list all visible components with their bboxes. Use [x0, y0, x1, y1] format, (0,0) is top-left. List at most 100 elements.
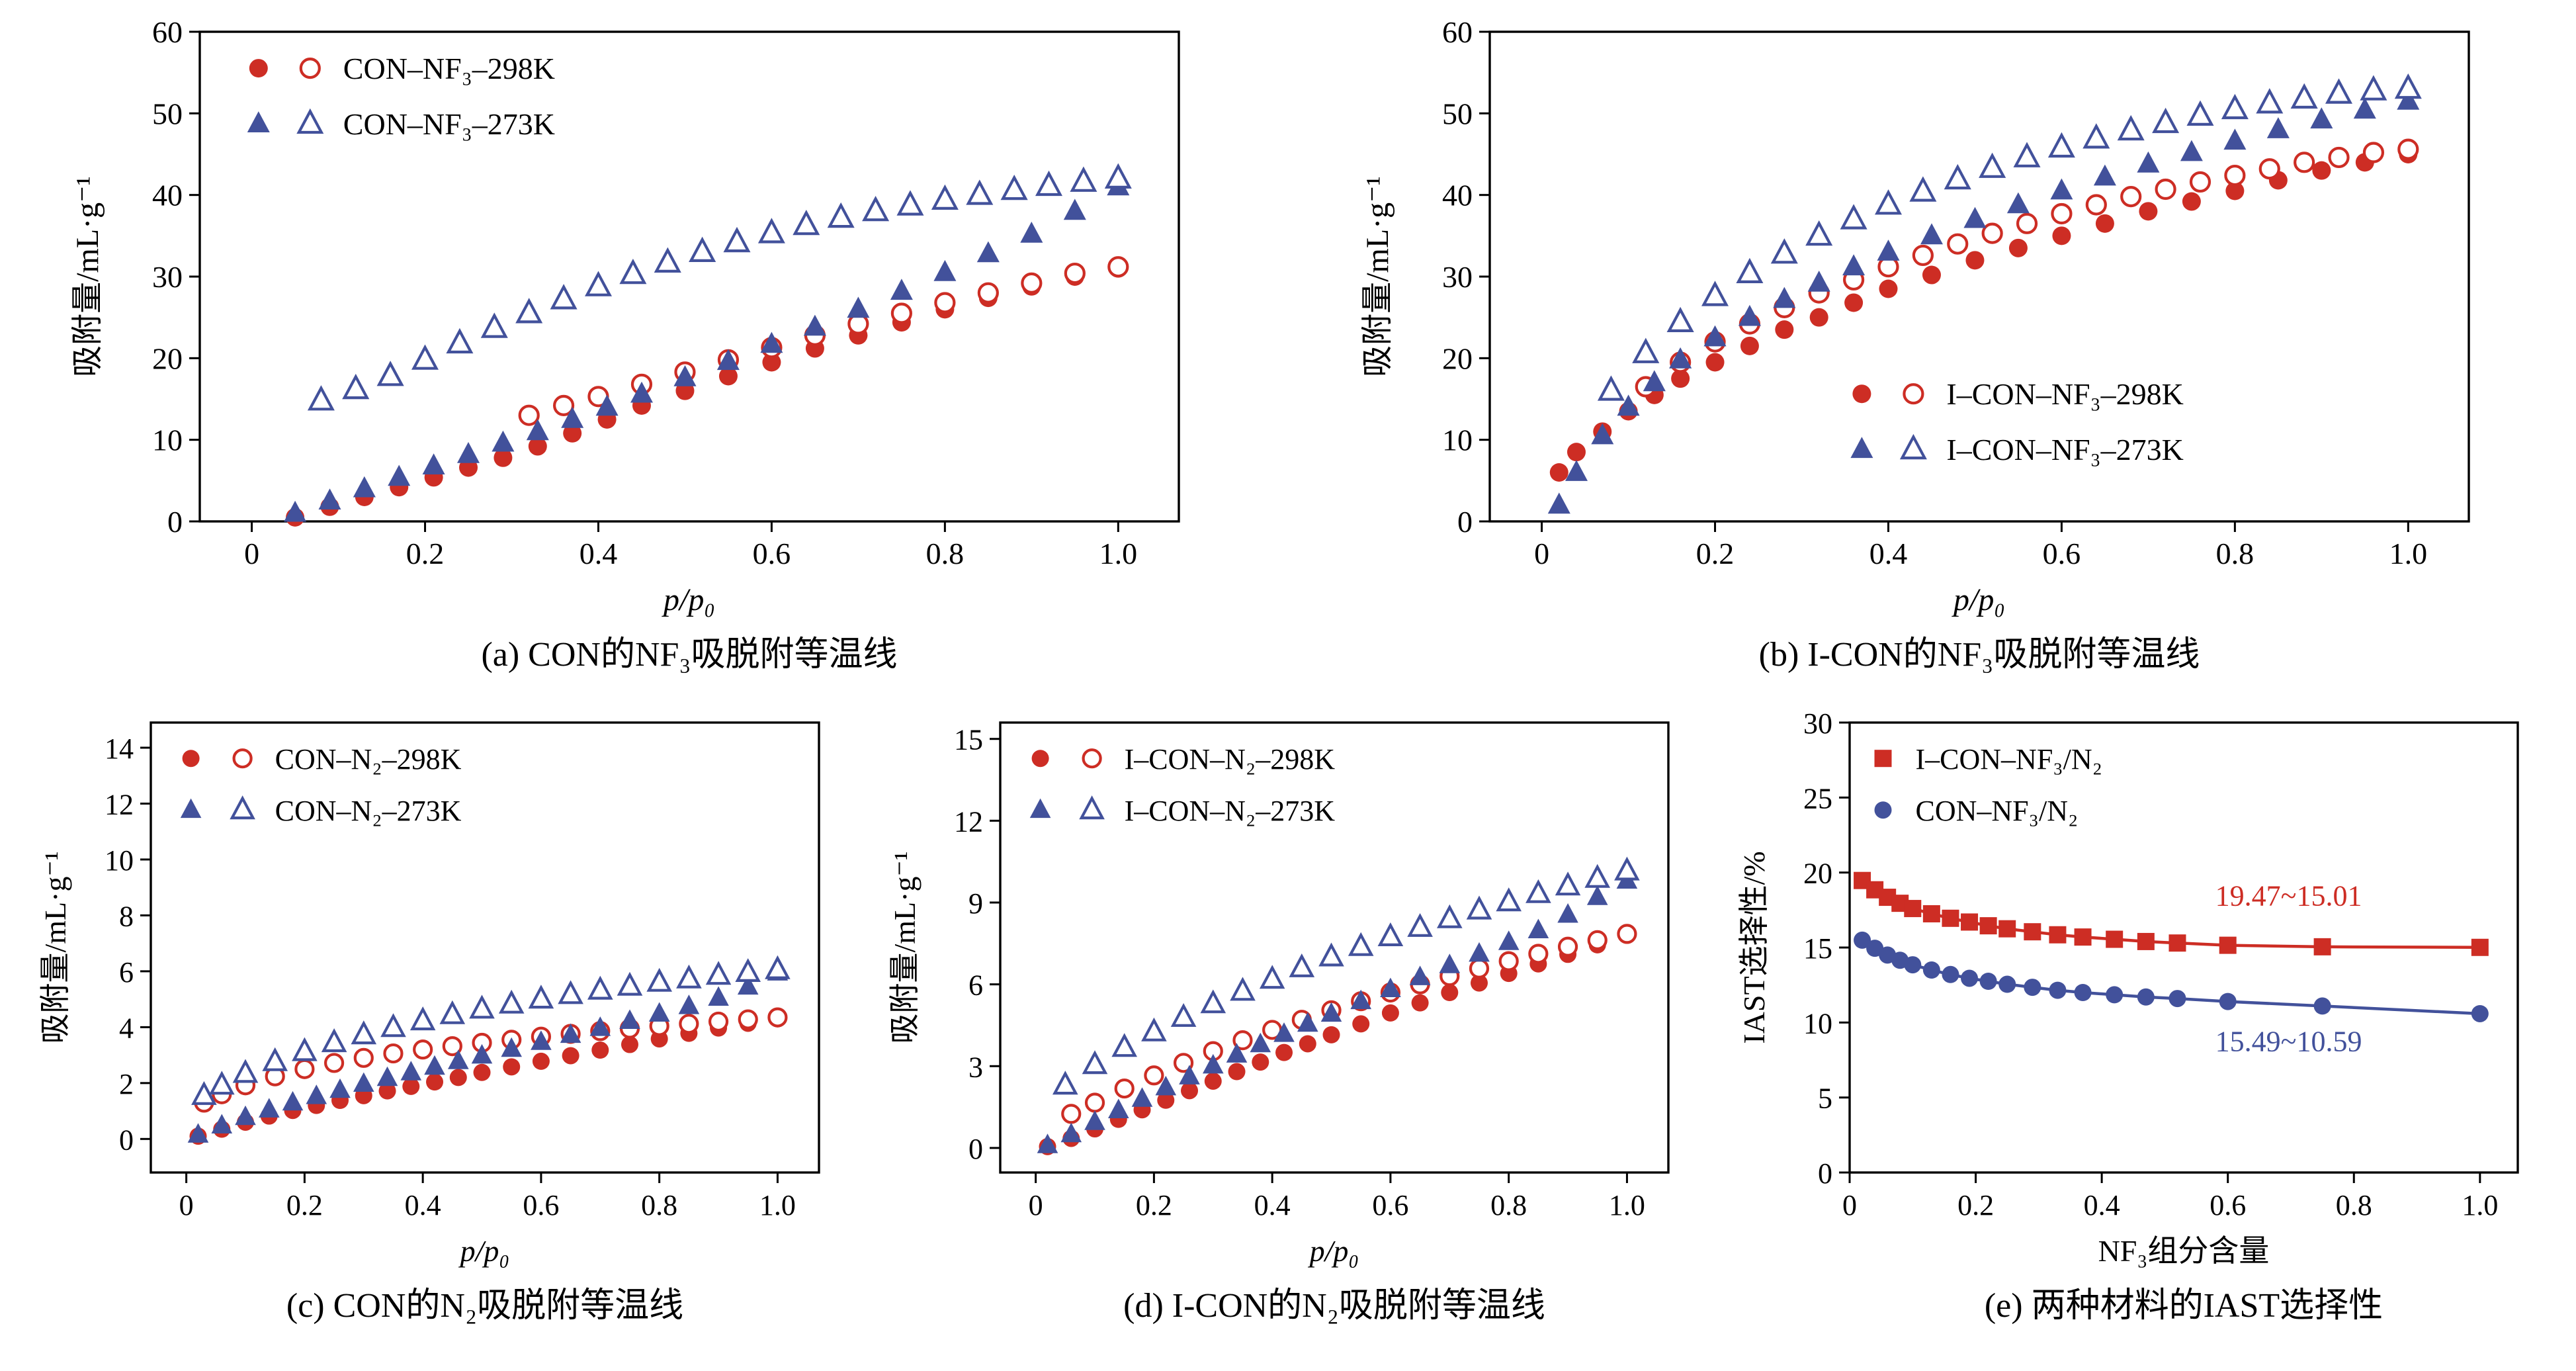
svg-text:0: 0 — [244, 537, 259, 570]
svg-text:CON–N₂–273K: CON–N₂–273K — [275, 795, 462, 827]
chart-c-canvas: 0 0.2 0.4 0.6 0.8 1.0 0 2 4 6 8 10 12 14 p/p₀ 吸附量/mL·g⁻… — [28, 703, 849, 1285]
svg-text:1.0: 1.0 — [759, 1189, 796, 1221]
svg-text:60: 60 — [1442, 15, 1473, 49]
svg-text:9: 9 — [968, 887, 983, 920]
chart-panel-c: 0 0.2 0.4 0.6 0.8 1.0 0 2 4 6 8 10 12 14 p/p₀ 吸附量/mL·g⁻… — [28, 703, 849, 1326]
x-axis-label-b: p/p₀ — [1952, 582, 2005, 617]
svg-text:2: 2 — [119, 1068, 134, 1100]
y-axis-label-e: IAST选择性/% — [1737, 851, 1771, 1043]
svg-text:I–CON–N₂–298K: I–CON–N₂–298K — [1125, 743, 1336, 775]
series-CON-NF3-273K-desorption — [307, 163, 1132, 411]
series-CON-N2-273K-adsorption — [187, 961, 789, 1143]
svg-text:0.2: 0.2 — [1696, 537, 1735, 570]
svg-text:0: 0 — [1457, 505, 1473, 539]
series-CON-N2-298K-desorption — [194, 1007, 788, 1113]
chart-e-canvas: 0 0.2 0.4 0.6 0.8 1.0 0 5 10 15 20 25 30 NF₃组分含量 IAST选… — [1727, 703, 2548, 1285]
y-axis-label-c: 吸附量/mL·g⁻¹ — [38, 851, 72, 1043]
svg-text:0.2: 0.2 — [1136, 1189, 1172, 1221]
svg-text:25: 25 — [1803, 782, 1832, 815]
chart-panel-b: 0 0.2 0.4 0.6 0.8 1.0 0 10 20 30 40 50 60 p/p₀ 吸附量/mL·… — [1351, 12, 2515, 675]
svg-text:50: 50 — [152, 97, 183, 130]
svg-text:0.6: 0.6 — [1372, 1189, 1408, 1221]
svg-text:10: 10 — [1803, 1007, 1832, 1039]
svg-text:0.8: 0.8 — [2336, 1189, 2372, 1221]
svg-text:60: 60 — [152, 15, 183, 49]
svg-text:I–CON–NF₃/N₂: I–CON–NF₃/N₂ — [1916, 743, 2102, 775]
svg-text:0.6: 0.6 — [2043, 537, 2081, 570]
y-axis-label-b: 吸附量/mL·g⁻¹ — [1360, 176, 1395, 377]
series-CON-N2-273K-desorption — [191, 955, 791, 1105]
axes-e: 0 0.2 0.4 0.6 0.8 1.0 0 5 10 15 20 25 30 — [1803, 707, 2519, 1221]
svg-text:0: 0 — [1534, 537, 1549, 570]
svg-text:6: 6 — [968, 969, 983, 1002]
svg-text:0.2: 0.2 — [286, 1189, 323, 1221]
chart-panel-d: 0 0.2 0.4 0.6 0.8 1.0 0 3 6 9 12 15 p/p₀ 吸附量/mL·g⁻¹ I–… — [878, 703, 1698, 1326]
y-axis-label-a: 吸附量/mL·g⁻¹ — [70, 176, 105, 377]
chart-panel-e: 0 0.2 0.4 0.6 0.8 1.0 0 5 10 15 20 25 30 NF₃组分含量 IAST选… — [1727, 703, 2548, 1326]
axes-c: 0 0.2 0.4 0.6 0.8 1.0 0 2 4 6 8 10 12 14 — [105, 721, 820, 1221]
chart-b-caption: (b) I-CON的NF₃吸脱附等温线 — [1758, 636, 2200, 674]
chart-b-canvas: 0 0.2 0.4 0.6 0.8 1.0 0 10 20 30 40 50 60 p/p₀ 吸附量/mL·… — [1351, 12, 2515, 634]
svg-text:0.2: 0.2 — [1957, 1189, 1994, 1221]
series-I-CON-NF3/N2-selectivity — [1854, 871, 2489, 956]
series-CON-NF3-298K-adsorption — [286, 259, 1128, 527]
svg-text:I–CON–NF₃–273K: I–CON–NF₃–273K — [1946, 433, 2184, 466]
svg-text:50: 50 — [1442, 97, 1473, 130]
svg-text:0.2: 0.2 — [406, 537, 445, 570]
svg-text:14: 14 — [105, 732, 134, 765]
series-I-CON-N2-273K-adsorption — [1037, 869, 1638, 1153]
series-CON-NF3/N2-selectivity — [1854, 931, 2489, 1022]
svg-text:30: 30 — [1803, 707, 1832, 740]
svg-text:0.6: 0.6 — [523, 1189, 559, 1221]
svg-text:0.4: 0.4 — [580, 537, 618, 570]
series-CON-NF3-298K-desorption — [518, 256, 1129, 426]
chart-d-caption: (d) I-CON的N₂吸脱附等温线 — [1123, 1287, 1545, 1325]
x-axis-label-e: NF₃组分含量 — [2098, 1234, 2270, 1268]
chart-e-caption: (e) 两种材料的IAST选择性 — [1984, 1287, 2383, 1325]
svg-text:I–CON–N₂–273K: I–CON–N₂–273K — [1125, 795, 1336, 827]
chart-d-canvas: 0 0.2 0.4 0.6 0.8 1.0 0 3 6 9 12 15 p/p₀ 吸附量/mL·g⁻¹ I–… — [878, 703, 1698, 1285]
svg-text:0.6: 0.6 — [2210, 1189, 2246, 1221]
figure-bottom-row: 0 0.2 0.4 0.6 0.8 1.0 0 2 4 6 8 10 12 14 p/p₀ 吸附量/mL·g⁻… — [0, 703, 2576, 1326]
svg-text:6: 6 — [119, 956, 134, 989]
legend-e: I–CON–NF₃/N₂ CON–NF₃/N₂ — [1874, 743, 2102, 827]
figure-top-row: 0 0.2 0.4 0.6 0.8 1.0 0 10 20 30 40 50 60 p/p₀ 吸附量/mL·… — [0, 0, 2576, 675]
svg-text:0.8: 0.8 — [926, 537, 965, 570]
chart-c-caption: (c) CON的N₂吸脱附等温线 — [286, 1287, 684, 1325]
legend-a: CON–NF₃–298K CON–NF₃–273K — [247, 52, 555, 141]
svg-text:CON–NF₃/N₂: CON–NF₃/N₂ — [1916, 795, 2079, 827]
series-I-CON-NF3-273K-adsorption — [1547, 88, 2420, 514]
chart-panel-a: 0 0.2 0.4 0.6 0.8 1.0 0 10 20 30 40 50 60 p/p₀ 吸附量/mL·… — [61, 12, 1225, 675]
svg-text:10: 10 — [1442, 423, 1473, 457]
y-axis-label-d: 吸附量/mL·g⁻¹ — [888, 851, 922, 1043]
svg-text:0: 0 — [1842, 1189, 1857, 1221]
chart-a-canvas: 0 0.2 0.4 0.6 0.8 1.0 0 10 20 30 40 50 60 p/p₀ 吸附量/mL·… — [61, 12, 1225, 634]
svg-text:4: 4 — [119, 1012, 134, 1044]
figure: 0 0.2 0.4 0.6 0.8 1.0 0 10 20 30 40 50 60 p/p₀ 吸附量/mL·… — [0, 0, 2576, 1326]
x-axis-label-a: p/p₀ — [662, 582, 715, 617]
svg-text:0.4: 0.4 — [1869, 537, 1908, 570]
svg-text:0.8: 0.8 — [1490, 1189, 1527, 1221]
svg-text:40: 40 — [1442, 179, 1473, 212]
svg-text:10: 10 — [152, 423, 183, 457]
svg-text:20: 20 — [152, 341, 183, 375]
svg-text:0.4: 0.4 — [2084, 1189, 2120, 1221]
svg-text:5: 5 — [1818, 1083, 1832, 1115]
x-axis-label-d: p/p₀ — [1308, 1234, 1359, 1268]
series-CON-NF3-273K-adsorption — [284, 174, 1130, 522]
svg-text:0: 0 — [968, 1133, 983, 1165]
svg-text:10: 10 — [105, 844, 134, 877]
svg-text:20: 20 — [1442, 341, 1473, 375]
svg-text:30: 30 — [152, 260, 183, 294]
legend-b: I–CON–NF₃–298K I–CON–NF₃–273K — [1850, 377, 2184, 466]
axes-a: 0 0.2 0.4 0.6 0.8 1.0 0 10 20 30 40 50 60 — [152, 15, 1180, 570]
svg-text:0: 0 — [167, 505, 183, 539]
legend-c: CON–N₂–298K CON–N₂–273K — [180, 743, 462, 827]
svg-text:I–CON–NF₃–298K: I–CON–NF₃–298K — [1946, 377, 2184, 411]
svg-text:20: 20 — [1803, 858, 1832, 890]
svg-text:1.0: 1.0 — [1099, 537, 1138, 570]
x-axis-label-c: p/p₀ — [458, 1234, 510, 1268]
svg-text:12: 12 — [954, 805, 983, 838]
series-I-CON-N2-273K-desorption — [1052, 856, 1640, 1095]
svg-text:1.0: 1.0 — [2462, 1189, 2498, 1221]
